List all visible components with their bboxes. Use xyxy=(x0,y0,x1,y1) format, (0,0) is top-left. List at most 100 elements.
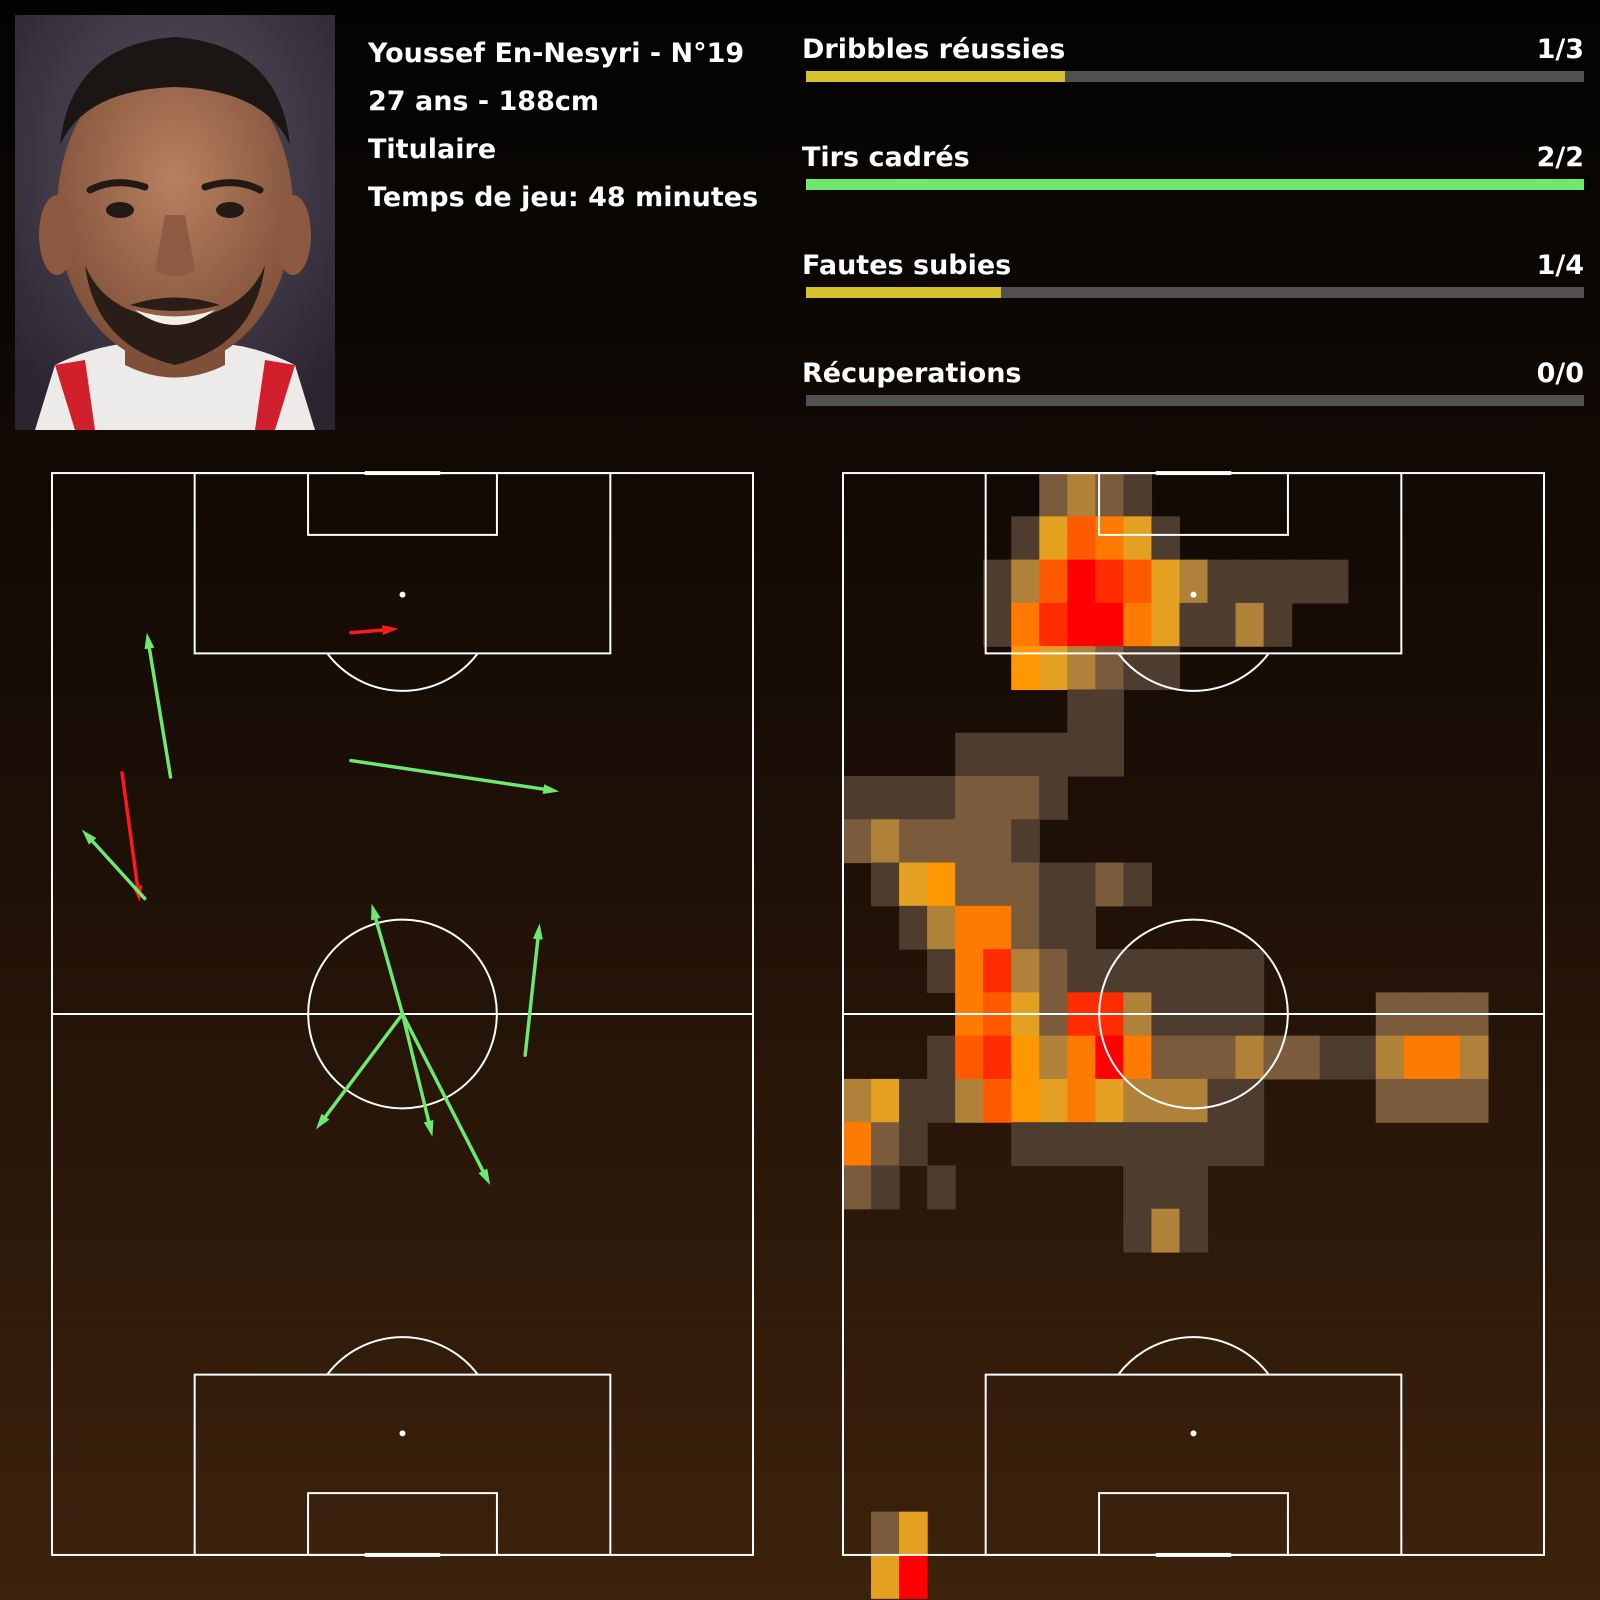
heatmap-cell xyxy=(899,775,928,820)
pass-line xyxy=(373,913,405,1016)
heatmap-cell xyxy=(1123,862,1153,907)
heatmap-cell xyxy=(1039,1078,1068,1123)
heatmap-pitch xyxy=(841,470,1546,1599)
heatmap-cell xyxy=(1067,559,1096,604)
heatmap-cell xyxy=(1179,1078,1209,1123)
player-age-height: 27 ans - 188cm xyxy=(368,86,599,117)
heatmap-cell xyxy=(1207,1035,1237,1080)
pass-line xyxy=(120,771,140,892)
pass-arrowhead xyxy=(423,1119,434,1137)
pass-arrow xyxy=(371,903,405,1016)
heatmap-cell xyxy=(1151,1208,1181,1253)
stat-fill xyxy=(806,179,1584,190)
pass-line xyxy=(400,1012,432,1127)
heatmap-cell xyxy=(1151,1035,1181,1080)
stat-dribbles: Dribbles réussies 1/3 xyxy=(802,30,1584,138)
heatmap-cell xyxy=(927,905,956,950)
heatmap-cell xyxy=(927,862,956,907)
goal-bottom xyxy=(1155,1552,1232,1557)
heatmap-cell xyxy=(1067,473,1096,517)
penalty-box-bottom xyxy=(984,1373,1403,1556)
goal-box-top xyxy=(307,472,498,536)
heatmap-cell xyxy=(1039,862,1068,907)
pass-arrow xyxy=(144,632,173,779)
stat-label: Récuperations xyxy=(802,358,1022,389)
player-status: Titulaire xyxy=(368,134,497,165)
heatmap-cell xyxy=(1123,949,1153,993)
heatmap-cell xyxy=(1095,516,1124,561)
stat-fill xyxy=(806,71,1066,82)
heatmap-cell xyxy=(899,905,928,950)
heatmap-cell xyxy=(1263,559,1293,604)
heatmap-cell xyxy=(1459,1035,1489,1080)
heatmap-cell xyxy=(927,1165,956,1210)
heatmap-cell xyxy=(1067,602,1096,647)
heatmap-cell xyxy=(899,1122,928,1167)
heatmap-cell xyxy=(1123,516,1153,561)
heatmap-cell xyxy=(927,949,956,993)
heatmap-cell xyxy=(983,732,1012,777)
pass-map-pitch xyxy=(50,470,755,1558)
heatmap-cell xyxy=(1403,1035,1433,1080)
heatmap-cell xyxy=(1235,1078,1265,1123)
pass-line xyxy=(400,1012,487,1177)
heatmap-cell xyxy=(1039,949,1068,993)
heatmap-cell xyxy=(955,862,984,907)
penalty-arc-bottom xyxy=(326,1336,479,1376)
heatmap-cell xyxy=(983,559,1012,604)
stat-fouls-suffered: Fautes subies 1/4 xyxy=(802,246,1584,354)
heatmap-cell xyxy=(983,862,1012,907)
stat-recoveries: Récuperations 0/0 xyxy=(802,354,1584,462)
pass-arrowhead xyxy=(478,1168,491,1186)
heatmap-cell xyxy=(1431,1035,1461,1080)
heatmap-cell xyxy=(1039,775,1068,820)
heatmap-cell xyxy=(1011,862,1040,907)
stat-fill xyxy=(806,287,1001,298)
stat-value: 0/0 xyxy=(1536,358,1584,389)
heatmap-cell xyxy=(1095,1122,1124,1167)
stat-label: Dribbles réussies xyxy=(802,34,1066,65)
penalty-spot-bottom xyxy=(399,1430,406,1437)
heatmap-cell xyxy=(899,862,928,907)
heatmap-cell xyxy=(842,1078,872,1123)
heatmap-cell xyxy=(1067,732,1096,777)
heatmap-cell xyxy=(1179,1165,1209,1210)
heatmap-cell xyxy=(1095,602,1124,647)
pass-line xyxy=(147,642,173,779)
goal-bottom xyxy=(364,1552,441,1557)
heatmap-cell xyxy=(842,819,872,864)
heatmap-cell xyxy=(1347,1035,1377,1080)
heatmap-cell xyxy=(1039,473,1068,517)
pass-map-svg xyxy=(50,471,755,1557)
heatmap-cell xyxy=(1179,602,1209,647)
heatmap-cell xyxy=(1039,732,1068,777)
heatmap-cell xyxy=(1403,1078,1433,1123)
heatmap-cell xyxy=(1095,1078,1124,1123)
goal-top xyxy=(364,471,441,476)
pass-line xyxy=(349,627,389,635)
pass-arrowhead xyxy=(382,625,399,635)
heatmap-cell xyxy=(1179,1035,1209,1080)
penalty-spot-bottom xyxy=(1190,1430,1197,1437)
heatmap-cells xyxy=(842,473,1489,1599)
heatmap-cell xyxy=(955,905,984,950)
stat-track xyxy=(806,179,1584,190)
penalty-arc-bottom xyxy=(1117,1336,1270,1376)
player-name: Youssef En-Nesyri - N°19 xyxy=(368,38,745,69)
heatmap-cell xyxy=(1235,559,1265,604)
heatmap-cell xyxy=(1151,1165,1181,1210)
heatmap-cell xyxy=(1067,1078,1096,1123)
stat-track xyxy=(806,287,1584,298)
penalty-spot-top xyxy=(399,591,406,598)
pass-arrowhead xyxy=(81,829,97,845)
heatmap-cell xyxy=(871,1165,900,1210)
heatmap-cell xyxy=(1067,689,1096,734)
heatmap-cell xyxy=(1011,775,1040,820)
heatmap-cell xyxy=(1011,1035,1040,1080)
heatmap-cell xyxy=(1375,1035,1405,1080)
heatmap-cell xyxy=(1095,559,1124,604)
pass-arrowhead xyxy=(144,632,155,650)
heatmap-cell xyxy=(1235,1035,1265,1080)
heatmap-cell xyxy=(927,1035,956,1080)
heatmap-cell xyxy=(955,1035,984,1080)
